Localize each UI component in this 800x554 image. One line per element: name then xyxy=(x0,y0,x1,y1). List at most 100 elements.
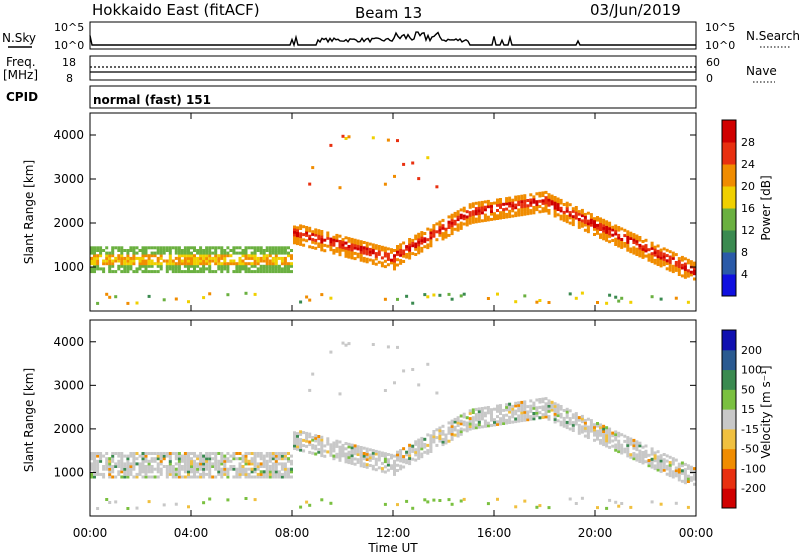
velocity-echo-cell xyxy=(165,470,169,474)
velocity-echo-cell xyxy=(444,436,448,440)
power-echo-cell xyxy=(544,201,548,205)
power-echo-cell xyxy=(462,222,466,226)
velocity-echo-cell xyxy=(347,450,351,454)
power-echo-cell xyxy=(396,263,399,267)
power-echo-cell xyxy=(205,262,209,266)
power-echo-cell xyxy=(293,230,296,234)
power-echo-cell xyxy=(399,259,403,263)
power-echo-cell xyxy=(335,233,339,237)
velocity-echo-cell xyxy=(117,470,121,474)
power-echo-cell xyxy=(386,257,390,261)
velocity-echo-cell xyxy=(553,404,557,408)
velocity-echo-cell xyxy=(426,500,430,504)
power-echo-cell xyxy=(517,197,521,201)
power-echo-cell xyxy=(626,246,630,250)
power-echo-cell xyxy=(168,251,172,255)
velocity-echo-cell xyxy=(147,462,151,466)
power-echo-cell xyxy=(662,252,666,256)
velocity-echo-cell xyxy=(602,443,606,447)
power-echo-cell xyxy=(441,234,445,238)
power-echo-cell xyxy=(171,246,175,250)
power-echo-cell xyxy=(193,249,196,252)
power-echo-cell xyxy=(277,251,281,255)
velocity-echo-cell xyxy=(423,443,427,446)
velocity-echo-cell xyxy=(280,465,284,468)
velocity-echo-cell xyxy=(423,450,427,454)
power-echo-cell xyxy=(393,249,396,252)
power-echo-cell xyxy=(165,249,169,252)
power-echo-cell xyxy=(162,259,166,263)
power-echo-cell xyxy=(390,261,393,265)
velocity-echo-cell xyxy=(393,465,396,468)
power-echo-cell xyxy=(499,213,502,217)
power-echo-cell xyxy=(596,301,599,304)
power-echo-cell xyxy=(256,246,260,250)
velocity-echo-cell xyxy=(156,470,160,474)
colorbar-tick-label: 4 xyxy=(741,268,748,281)
power-echo-cell xyxy=(220,256,224,260)
power-echo-cell xyxy=(277,249,281,252)
power-echo-cell xyxy=(620,243,624,247)
power-echo-cell xyxy=(471,215,475,219)
velocity-echo-cell xyxy=(329,448,333,452)
power-echo-cell xyxy=(205,246,209,250)
velocity-echo-cell xyxy=(396,458,399,462)
velocity-echo-cell xyxy=(138,454,142,458)
power-echo-cell xyxy=(541,191,545,195)
velocity-echo-cell xyxy=(577,426,581,430)
power-echo-cell xyxy=(262,251,266,255)
power-echo-cell xyxy=(583,223,587,227)
velocity-echo-cell xyxy=(523,405,527,409)
power-echo-cell xyxy=(508,199,512,203)
velocity-echo-cell xyxy=(417,454,421,458)
power-echo-cell xyxy=(253,292,257,296)
velocity-echo-cell xyxy=(453,417,457,421)
power-echo-cell xyxy=(229,254,233,258)
velocity-echo-cell xyxy=(568,427,572,431)
velocity-echo-cell xyxy=(571,423,575,427)
velocity-echo-cell xyxy=(111,475,115,479)
power-echo-cell xyxy=(374,254,378,258)
velocity-echo-cell xyxy=(541,415,545,419)
power-echo-cell xyxy=(135,246,139,250)
power-echo-cell xyxy=(347,239,351,243)
power-echo-cell xyxy=(417,243,421,247)
velocity-echo-cell xyxy=(277,470,281,474)
power-echo-cell xyxy=(605,301,609,305)
power-echo-cell xyxy=(526,199,530,202)
velocity-echo-cell xyxy=(262,465,266,468)
power-echo-cell xyxy=(208,251,212,255)
velocity-echo-cell xyxy=(450,427,454,431)
power-echo-cell xyxy=(532,211,536,215)
power-echo-cell xyxy=(120,256,124,260)
velocity-echo-cell xyxy=(447,431,451,435)
power-echo-cell xyxy=(353,238,357,242)
power-echo-cell xyxy=(320,293,324,297)
velocity-echo-cell xyxy=(529,404,533,408)
velocity-echo-cell xyxy=(235,470,239,474)
power-echo-cell xyxy=(677,259,681,263)
power-echo-cell xyxy=(441,218,445,222)
power-echo-cell xyxy=(508,201,512,205)
velocity-echo-cell xyxy=(468,411,472,415)
velocity-echo-cell xyxy=(417,441,421,445)
velocity-echo-cell xyxy=(450,432,454,436)
power-echo-cell xyxy=(217,256,221,260)
power-echo-cell xyxy=(483,216,487,220)
power-echo-cell xyxy=(429,239,433,243)
velocity-echo-cell xyxy=(586,436,590,439)
velocity-echo-cell xyxy=(468,425,472,428)
power-echo-cell xyxy=(344,246,348,250)
velocity-echo-cell xyxy=(408,456,412,460)
velocity-echo-cell xyxy=(408,451,412,455)
velocity-echo-cell xyxy=(559,412,563,416)
velocity-echo-cell xyxy=(171,467,175,471)
velocity-echo-cell xyxy=(362,457,366,461)
velocity-echo-cell xyxy=(305,434,309,438)
velocity-echo-cell xyxy=(114,465,118,468)
velocity-echo-cell xyxy=(135,475,139,479)
power-echo-cell xyxy=(220,249,224,252)
velocity-echo-cell xyxy=(647,461,651,465)
power-echo-cell xyxy=(499,216,502,220)
velocity-echo-cell xyxy=(183,457,187,461)
